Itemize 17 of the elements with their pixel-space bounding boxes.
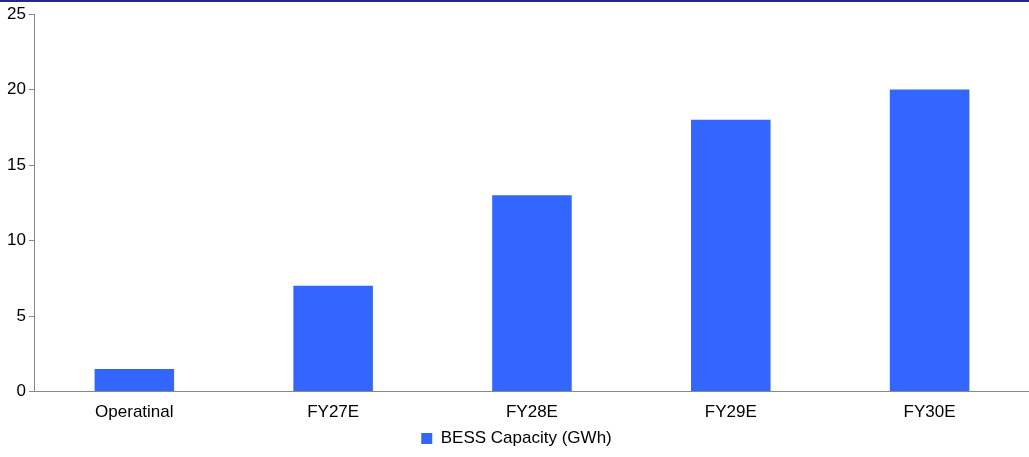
bar [293,285,373,392]
bar [691,119,771,392]
bar [94,368,175,392]
y-tick-label: 5 [16,305,26,325]
y-tick-label: 20 [6,79,26,99]
x-tick-label: FY27E [307,402,360,422]
x-tick-label: Operatinal [95,402,174,422]
x-tick-label: FY28E [505,402,558,422]
y-tick-label: 15 [6,154,26,174]
legend-label: BESS Capacity (GWh) [440,428,612,448]
bar [889,89,970,392]
x-tick-label: FY30E [903,402,956,422]
y-tick-label: 25 [6,3,26,23]
x-tick-label: FY29E [704,402,757,422]
y-tick-label: 0 [16,381,26,401]
y-tick-label: 10 [6,230,26,250]
bar [492,195,572,392]
